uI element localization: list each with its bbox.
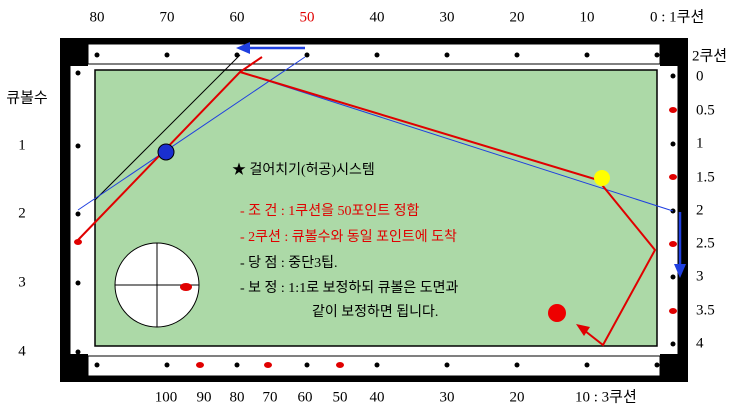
diamond — [669, 308, 677, 314]
bottom-label: 60 — [298, 389, 313, 405]
diamond — [514, 362, 520, 368]
right-label: 0.5 — [696, 102, 715, 118]
right-label: 3 — [696, 268, 704, 284]
diamond — [75, 349, 81, 355]
diamond — [670, 73, 676, 79]
top-label: 50 — [300, 9, 315, 25]
diamond — [584, 362, 590, 368]
right-label: 4 — [696, 335, 704, 351]
top-label: 70 — [160, 9, 175, 25]
left-label: 1 — [18, 137, 26, 153]
diamond — [304, 362, 310, 368]
diamond — [669, 174, 677, 180]
rail-top — [87, 43, 661, 65]
arrow-head — [236, 42, 250, 54]
top-label: 0 : 1쿠션 — [650, 8, 704, 25]
bottom-label: 100 — [155, 389, 178, 405]
diamond — [264, 362, 272, 368]
diamond — [444, 52, 450, 58]
diamond — [514, 52, 520, 58]
top-label: 60 — [230, 9, 245, 25]
left-label: 4 — [18, 343, 26, 359]
diamond — [75, 70, 81, 76]
blue-ball — [157, 143, 175, 161]
yellow-ball — [594, 170, 610, 186]
diamond — [669, 241, 677, 247]
diamond — [304, 52, 310, 58]
aim-line — [94, 54, 241, 201]
red-ball — [548, 304, 566, 322]
right-label: 2.5 — [696, 235, 715, 251]
diamond — [654, 362, 660, 368]
notes-title: ★ 걸어치기(허공)시스템 — [232, 162, 375, 178]
diamond — [336, 362, 344, 368]
left-label: 2 — [18, 205, 26, 221]
diamond — [374, 362, 380, 368]
note-line: 같이 보정하면 됩니다. — [312, 304, 438, 320]
corner — [60, 38, 88, 66]
diamond — [75, 280, 81, 286]
arrow-head — [576, 324, 590, 336]
note-line: - 조 건 : 1쿠션을 50포인트 정함 — [240, 203, 419, 219]
bottom-label: 10 : 3쿠션 — [575, 388, 637, 405]
corner — [660, 354, 688, 382]
note-line: - 보 정 : 1:1로 보정하되 큐볼은 도면과 — [240, 280, 459, 296]
bottom-label: 30 — [440, 389, 455, 405]
bottom-label: 40 — [370, 389, 385, 405]
bottom-label: 80 — [230, 389, 245, 405]
arrow-head — [674, 264, 686, 278]
top-label: 20 — [510, 9, 525, 25]
bottom-label: 90 — [197, 389, 212, 405]
blue-line — [77, 56, 306, 211]
left-label: 3 — [18, 274, 26, 290]
note-line: - 2쿠션 : 큐볼수와 동일 포인트에 도착 — [240, 229, 457, 245]
diamond — [164, 52, 170, 58]
diamond — [196, 362, 204, 368]
bottom-label: 50 — [333, 389, 348, 405]
diamond — [444, 362, 450, 368]
diamond — [75, 211, 81, 217]
top-label: 40 — [370, 9, 385, 25]
diamond — [654, 52, 660, 58]
right-label: 3.5 — [696, 302, 715, 318]
diamond — [670, 141, 676, 147]
right-label: 0 — [696, 68, 704, 84]
right-label: 1.5 — [696, 169, 715, 185]
diamond — [234, 362, 240, 368]
right-label: 1 — [696, 135, 704, 151]
diamond — [74, 239, 82, 245]
corner — [60, 354, 88, 382]
diamond — [670, 341, 676, 347]
diamond — [94, 52, 100, 58]
left-title: 큐볼수 — [6, 89, 47, 106]
diamonds — [74, 52, 677, 368]
diamond — [584, 52, 590, 58]
corner — [660, 38, 688, 66]
diamond — [94, 362, 100, 368]
top-label: 30 — [440, 9, 455, 25]
diamond — [75, 143, 81, 149]
diamond — [670, 274, 676, 280]
top-label: 10 — [580, 9, 595, 25]
bottom-label: 20 — [510, 389, 525, 405]
tip-point — [180, 283, 192, 291]
second-cushion-label: 2쿠션 — [692, 47, 727, 64]
ball-path — [239, 71, 657, 347]
diamond — [669, 107, 677, 113]
bottom-label: 70 — [263, 389, 278, 405]
rail-bottom — [87, 355, 661, 377]
right-label: 2 — [696, 202, 704, 218]
blue-line — [239, 71, 674, 212]
diamond — [374, 52, 380, 58]
diamond — [164, 362, 170, 368]
note-line: - 당 점 : 중단3팁. — [240, 255, 337, 271]
top-label: 80 — [90, 9, 105, 25]
